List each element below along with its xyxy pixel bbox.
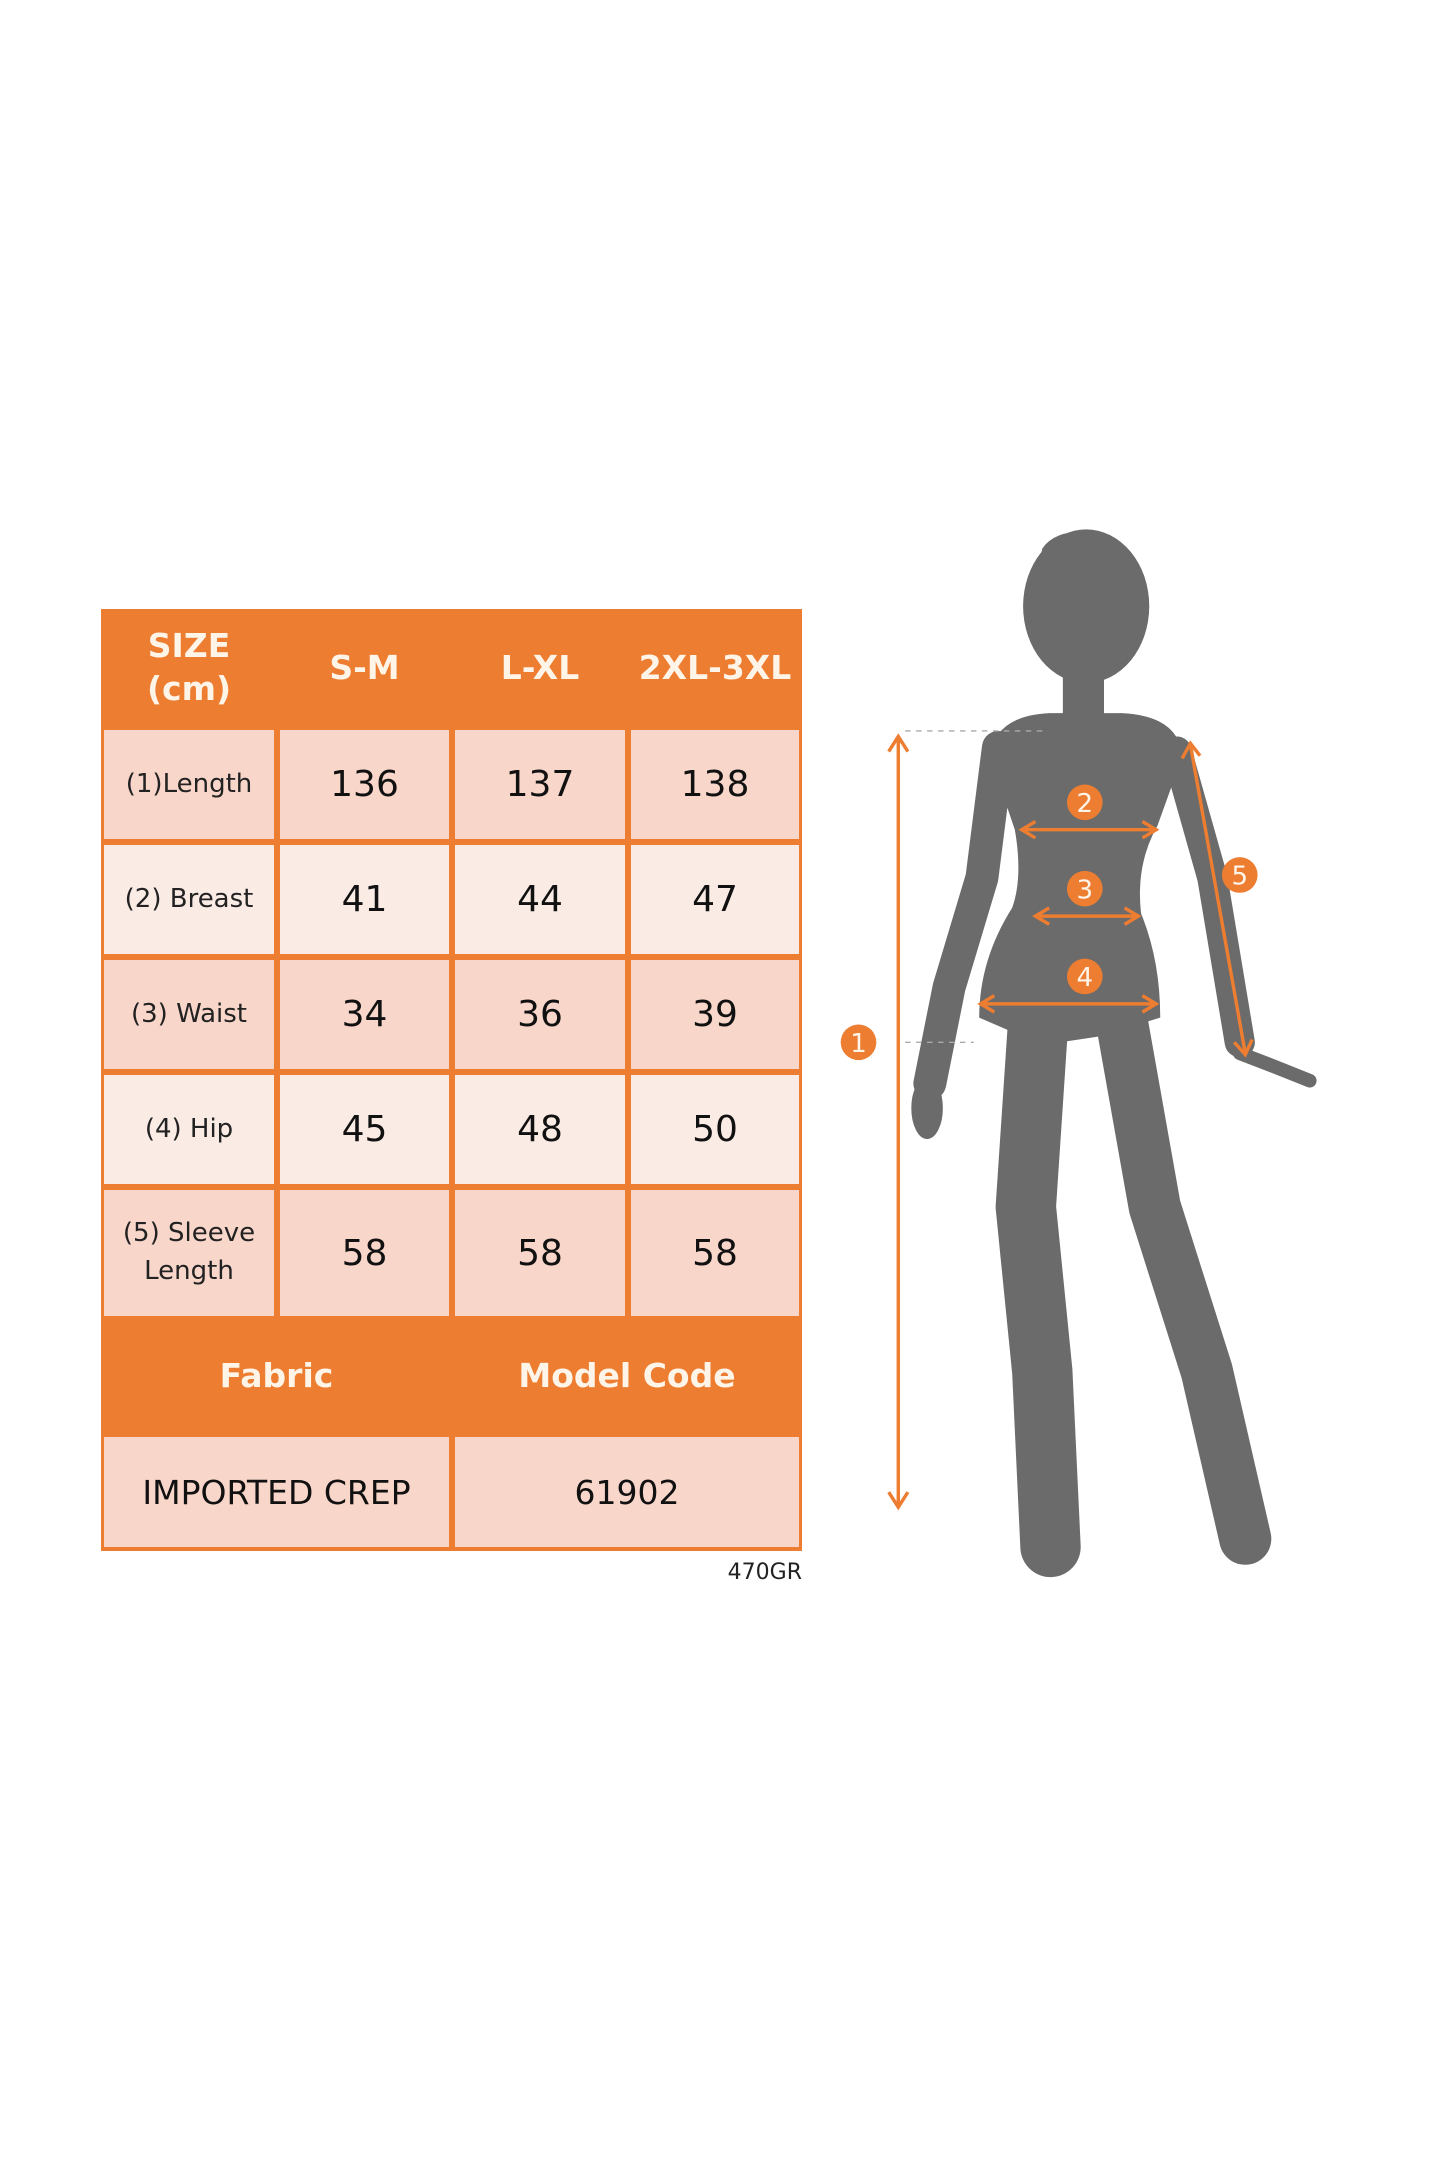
row-label-sleeve-length: (5) Sleeve Length (104, 1190, 274, 1316)
model-code-value: 61902 (455, 1437, 799, 1547)
silhouette (911, 529, 1317, 1578)
fabric-header: Fabric (219, 1356, 334, 1396)
size-chart-table: SIZE (cm) S-M L-XL 2XL-3XL (1)Length 136… (101, 609, 802, 1551)
row-label-waist: (3) Waist (104, 960, 274, 1069)
table-cell: 45 (280, 1075, 449, 1184)
table-cell: 41 (280, 845, 449, 954)
table-cell: 39 (631, 960, 799, 1069)
table-cell: 36 (455, 960, 625, 1069)
size-l-xl-header: L-XL (500, 647, 580, 687)
table-cell: 47 (631, 845, 799, 954)
fabric-value: IMPORTED CREP (104, 1437, 449, 1547)
svg-text:4: 4 (1077, 963, 1094, 993)
svg-text:5: 5 (1231, 862, 1248, 892)
product-code: 470GR (727, 1560, 802, 1585)
table-cell: 58 (455, 1190, 625, 1316)
table-cell: 50 (631, 1075, 799, 1184)
marker-2: 2 (1066, 784, 1103, 821)
model-code-header: Model Code (518, 1356, 736, 1396)
measurement-guides (887, 730, 1254, 1511)
size-s-m-header: S-M (329, 647, 400, 687)
table-cell: 136 (280, 730, 449, 839)
table-cell: 58 (280, 1190, 449, 1316)
marker-3: 3 (1066, 870, 1103, 907)
table-cell: 44 (455, 845, 625, 954)
table-cell: 58 (631, 1190, 799, 1316)
table-cell: 48 (455, 1075, 625, 1184)
size-header: SIZE (cm) (146, 626, 232, 708)
table-cell: 34 (280, 960, 449, 1069)
marker-1: 1 (840, 1024, 877, 1061)
marker-4: 4 (1066, 958, 1103, 995)
table-cell: 138 (631, 730, 799, 839)
svg-text:2: 2 (1077, 789, 1094, 819)
row-label-breast: (2) Breast (104, 845, 274, 954)
row-label-hip: (4) Hip (104, 1075, 274, 1184)
marker-5: 5 (1221, 857, 1258, 893)
svg-text:1: 1 (850, 1029, 867, 1059)
row-label-length: (1)Length (104, 730, 274, 839)
sleeve-arrow (1188, 744, 1247, 1054)
svg-text:3: 3 (1077, 875, 1094, 905)
table-cell: 137 (455, 730, 625, 839)
size-2xl-3xl-header: 2XL-3XL (638, 647, 792, 687)
